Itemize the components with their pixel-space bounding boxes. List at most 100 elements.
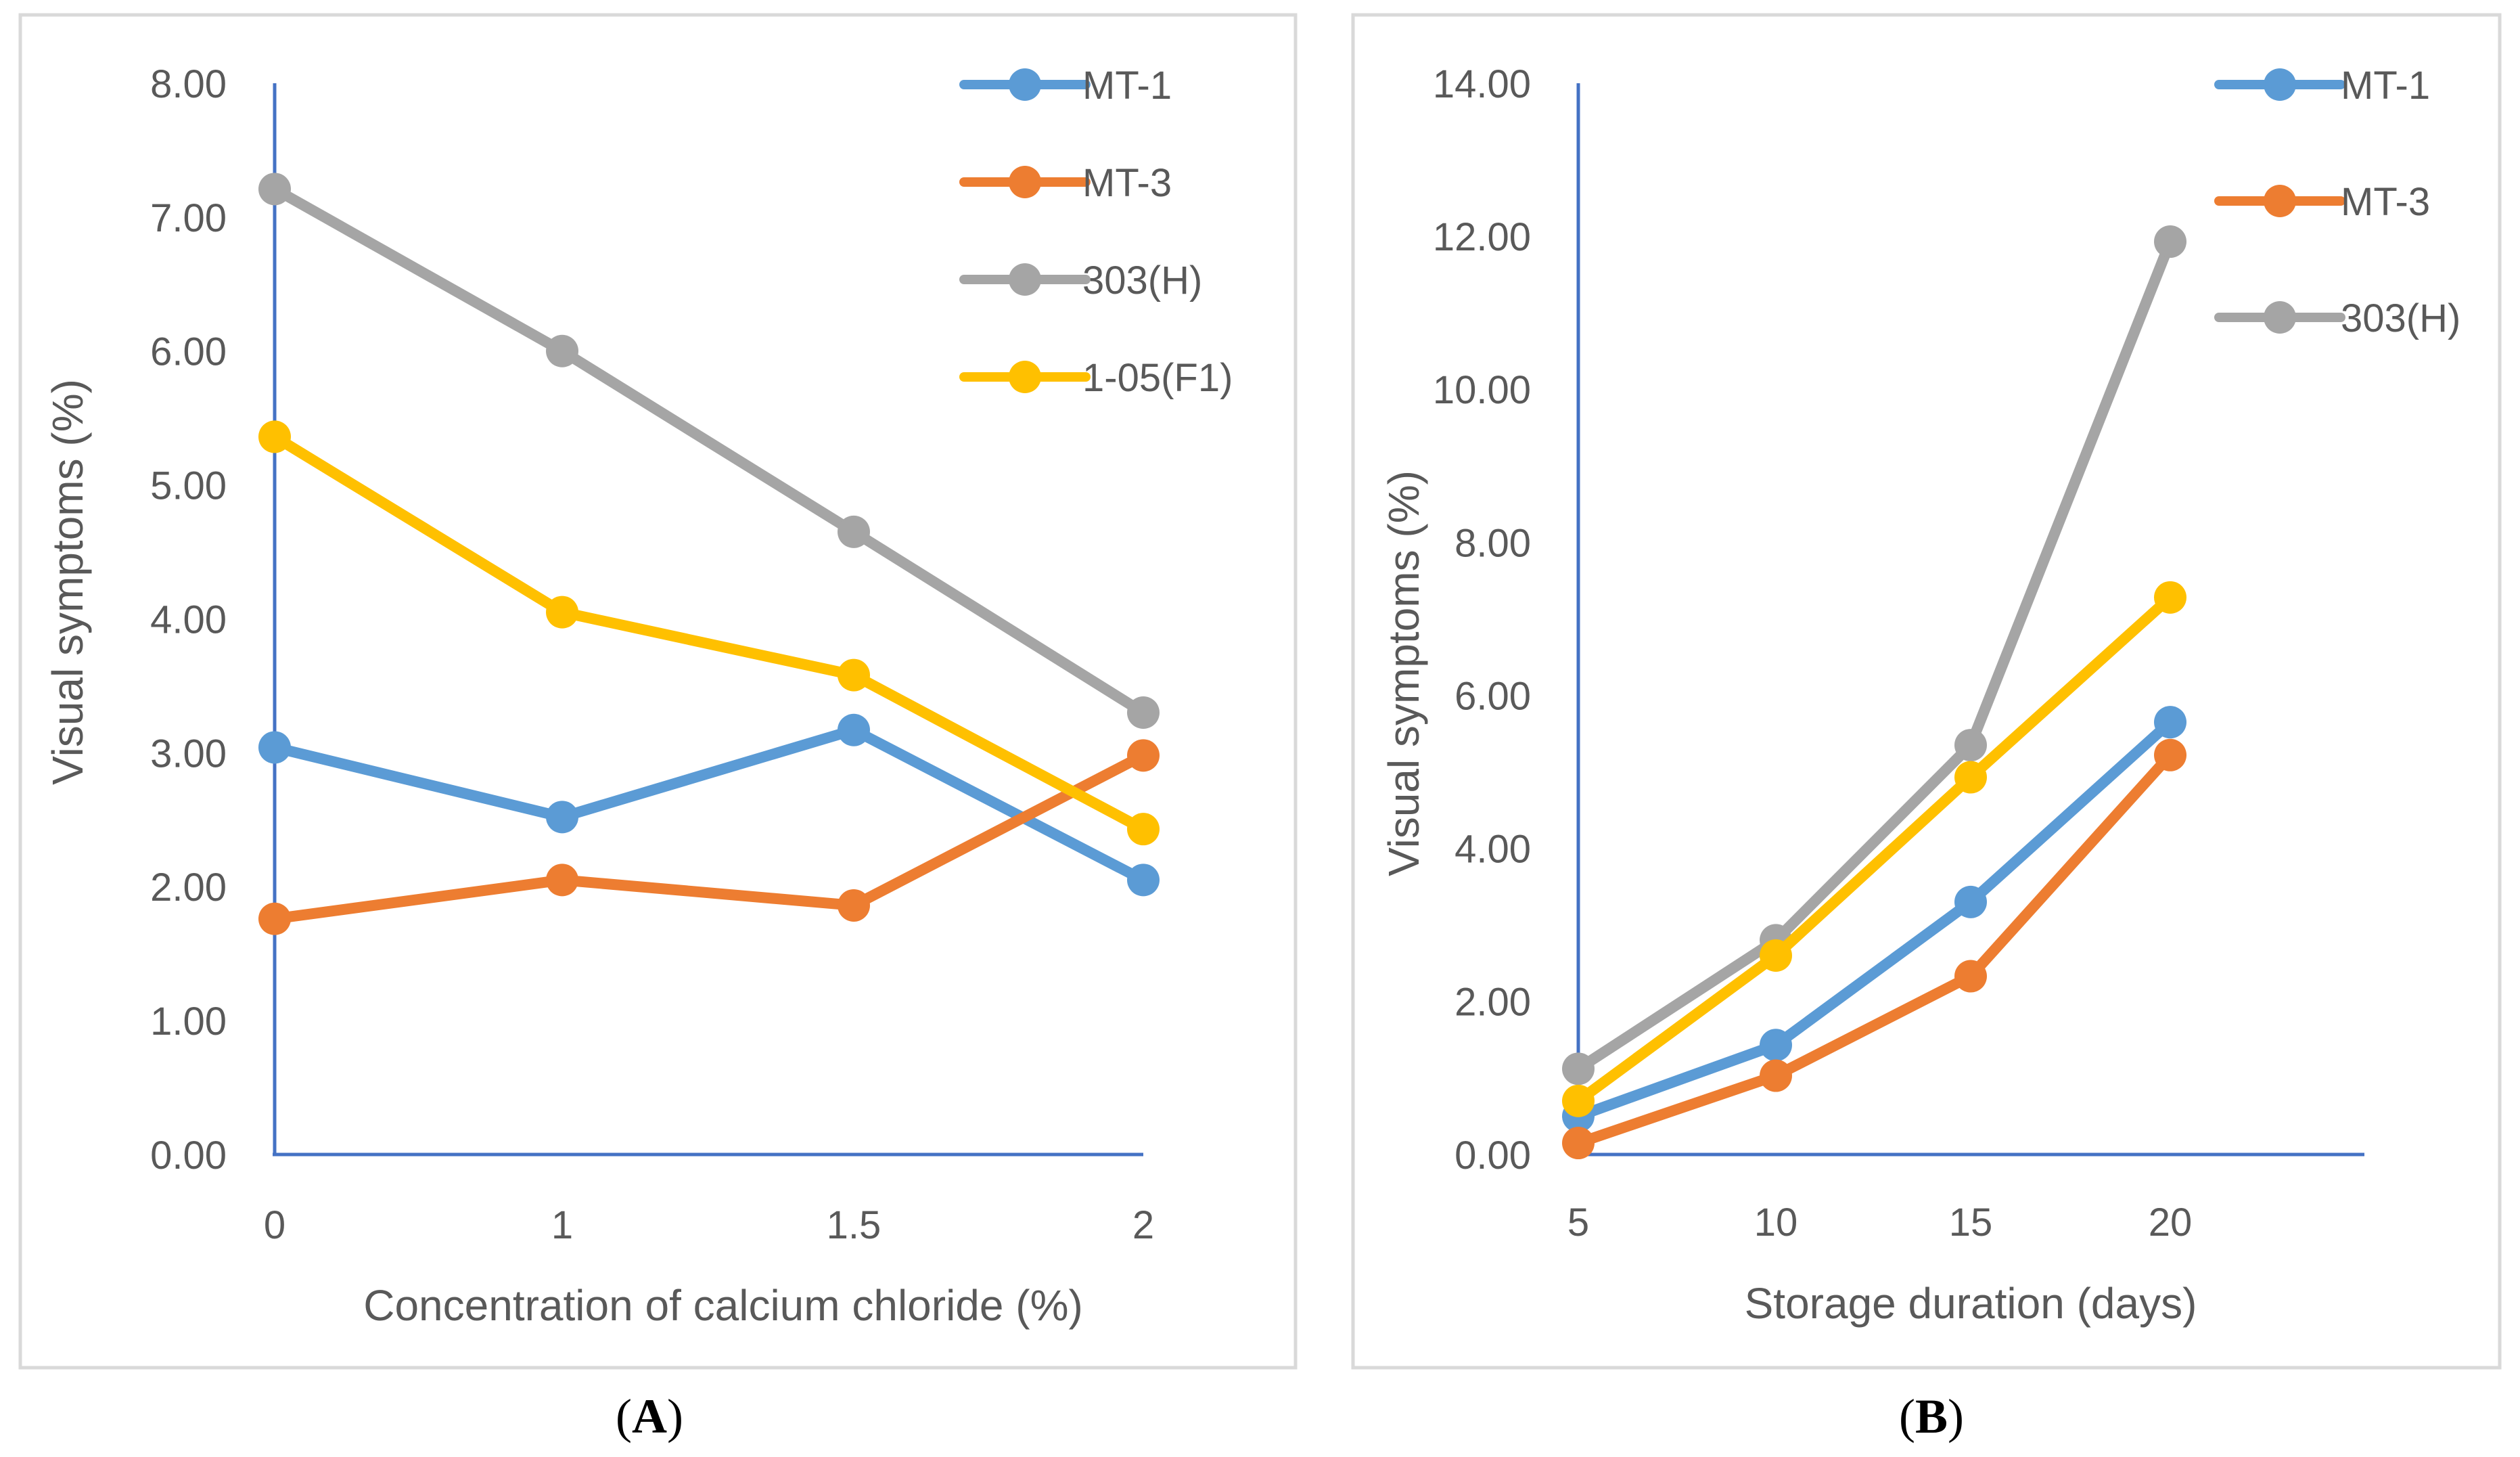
chart-a-legend-marker-mt-3 [1009,166,1041,198]
chart-b-series-line-mt-1 [1573,717,2176,1122]
chart-b-x-axis-label: Storage duration (days) [1745,1279,2197,1328]
chart-a-point-1-05-f1 [1127,813,1160,846]
chart-a-legend-label-mt-3: MT-3 [1082,161,1172,205]
chart-a-legend-label-303-h: 303(H) [1082,259,1202,302]
chart-a-y-tick-label: 2.00 [150,866,227,910]
chart-a-point-1-05-f1 [546,596,578,629]
chart-b-legend-label-303-h: 303(H) [2341,296,2460,340]
chart-b-point-1-05-f1 [1562,1084,1595,1117]
chart-a-point-mt-3 [838,889,870,922]
chart-a-point-mt-3 [546,864,578,897]
chart-b-point-1-05-f1 [1760,939,1792,972]
chart-a-series [258,173,1160,935]
panel-letter-a-text: A [632,1389,667,1443]
chart-b-x-tick-labels: 5 10 15 20 [1567,1201,2192,1245]
chart-a-legend-label-1-05-f1: 1-05(F1) [1082,356,1233,400]
chart-a-y-tick-label: 4.00 [150,598,227,642]
svg-text:(A): (A) [616,1389,683,1443]
panel-letter-a: (A) [616,1389,683,1443]
chart-b-point-303-h [1954,729,1987,762]
chart-b-frame [1351,13,2502,1370]
chart-b-y-tick-label: 12.00 [1433,215,1531,259]
chart-a-point-303-h [1127,696,1160,730]
chart-a-x-tick-label: 2 [1132,1203,1154,1247]
chart-b-y-tick-label: 2.00 [1454,981,1531,1025]
chart-a-legend: MT-1 MT-3 303(H) 1-05(F1) [959,64,1233,400]
chart-a-legend-marker-1-05-f1 [1009,361,1041,393]
chart-a-point-mt-1 [838,713,870,746]
chart-a-y-axis-label: Visual symptoms (%) [43,379,92,785]
svg-text:(B): (B) [1899,1389,1964,1443]
chart-a-x-tick-label: 1.5 [827,1203,881,1247]
chart-a-legend-marker-mt-1 [1009,68,1041,101]
chart-b-legend-marker-mt-3 [2264,185,2296,217]
chart-a-point-mt-3 [1127,739,1160,772]
chart-a-y-tick-label: 6.00 [150,330,227,374]
chart-b-point-mt-1 [2154,706,2186,739]
chart-a-x-tick-label: 1 [551,1203,573,1247]
chart-b-point-1-05-f1 [1954,761,1987,794]
chart-a-point-303-h [258,173,291,206]
chart-b-point-303-h [1562,1052,1595,1085]
chart-a-point-303-h [546,334,578,367]
chart-a-point-1-05-f1 [258,420,291,453]
chart-b-point-mt-3 [1954,960,1987,993]
chart-b-point-mt-3 [2154,738,2186,771]
chart-a-point-mt-1 [546,801,578,834]
chart-b-y-tick-label: 8.00 [1454,521,1531,565]
chart-a-frame [18,13,1298,1370]
chart-b-y-tick-label: 10.00 [1433,368,1531,412]
chart-a-series-line-mt-3 [269,750,1149,924]
chart-b-point-1-05-f1 [2154,581,2186,614]
chart-b-y-tick-labels: 0.00 2.00 4.00 6.00 8.00 10.00 12.00 14.00 [1433,62,1531,1178]
chart-a-series-line-1-05-f1 [269,431,1149,835]
chart-b-legend-marker-mt-1 [2264,68,2296,101]
chart-b-x-tick-label: 20 [2149,1201,2193,1245]
chart-b-point-mt-3 [1562,1127,1595,1160]
chart-a-x-tick-label: 0 [264,1203,285,1247]
chart-b-point-mt-1 [1760,1029,1792,1062]
chart-b-legend-marker-303-h [2264,301,2296,334]
chart-a-y-tick-label: 0.00 [150,1134,227,1178]
chart-a-point-1-05-f1 [838,658,870,692]
panel-letter-b-text: B [1915,1389,1948,1443]
chart-a-y-tick-label: 7.00 [150,196,227,240]
chart-b-series-line-mt-3 [1573,749,2176,1149]
chart-a-y-tick-label: 3.00 [150,732,227,776]
chart-b-point-303-h [2154,225,2186,259]
chart-a-x-tick-labels: 0 1 1.5 2 [264,1203,1154,1247]
chart-a-y-tick-label: 1.00 [150,1000,227,1044]
chart-a-legend-label-mt-1: MT-1 [1082,64,1172,108]
chart-b-y-tick-label: 0.00 [1454,1134,1531,1178]
chart-b-x-tick-label: 10 [1754,1201,1798,1245]
chart-b-series [1562,225,2186,1160]
chart-a-y-tick-labels: 0.00 1.00 2.00 3.00 4.00 5.00 6.00 7.00 8.00 [150,62,227,1178]
chart-b-legend-label-mt-3: MT-3 [2341,180,2430,224]
chart-b-series-line-1-05-f1 [1573,591,2176,1106]
chart-b-legend-label-mt-1: MT-1 [2341,64,2430,108]
chart-b-x-tick-label: 5 [1567,1201,1589,1245]
chart-b-y-tick-label: 4.00 [1454,828,1531,872]
chart-b-y-axis-label: Visual symptoms (%) [1379,470,1428,876]
chart-a-legend-marker-303-h [1009,263,1041,296]
chart-a-y-tick-label: 8.00 [150,62,227,106]
chart-a-point-303-h [838,515,870,548]
chart-b-x-tick-label: 15 [1949,1201,1993,1245]
chart-b-point-mt-1 [1954,885,1987,918]
chart-panel-b: 0.00 2.00 4.00 6.00 8.00 10.00 12.00 14.00 5 10 1… [1351,13,2502,1370]
chart-a-y-tick-label: 5.00 [150,464,227,508]
chart-b-y-tick-label: 6.00 [1454,674,1531,718]
chart-a-series-line-mt-1 [269,724,1149,886]
chart-a-series-line-303-h [269,183,1149,719]
chart-b-legend: MT-1 MT-3 303(H) [2214,64,2460,340]
panel-letter-b: (B) [1899,1389,1964,1443]
chart-a-point-mt-3 [258,902,291,935]
chart-b-series-line-303-h [1573,236,2176,1075]
chart-b-y-tick-label: 14.00 [1433,62,1531,106]
chart-a-x-axis-label: Concentration of calcium chloride (%) [363,1281,1083,1330]
chart-a-point-mt-1 [1127,864,1160,897]
chart-a-point-mt-1 [258,731,291,764]
